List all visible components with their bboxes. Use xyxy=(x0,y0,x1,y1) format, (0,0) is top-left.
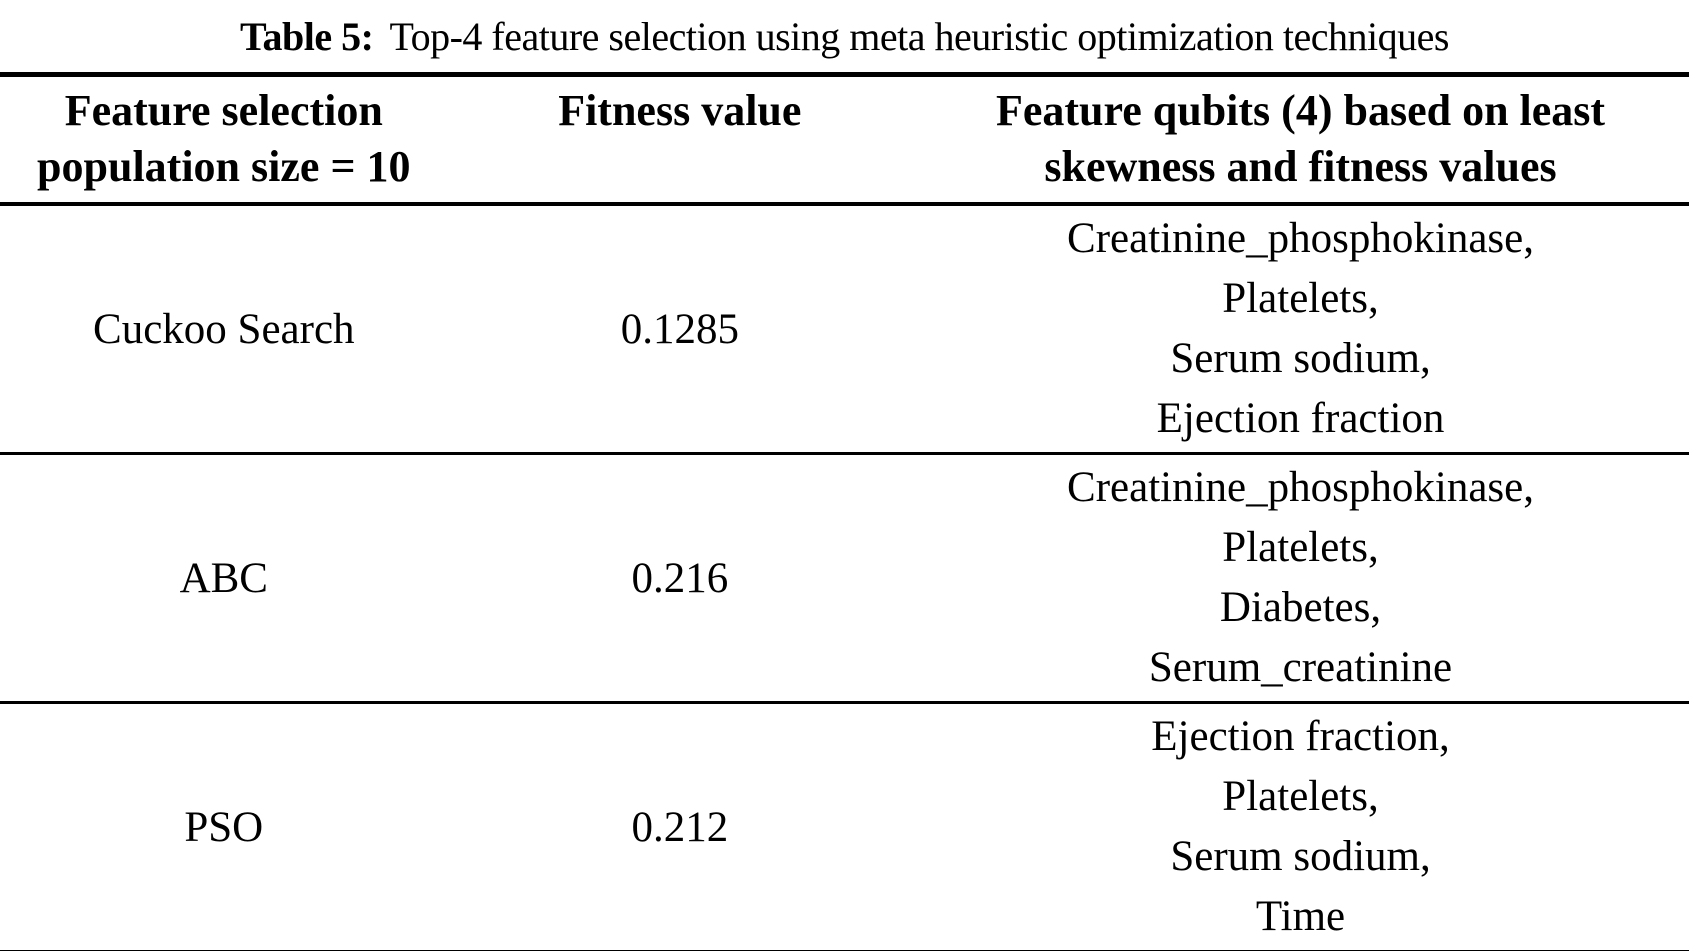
column-header-feature-qubits: Feature qubits (4) based on least skewne… xyxy=(912,74,1689,206)
feature-item: Ejection fraction, xyxy=(1151,713,1450,760)
feature-item: Platelets, xyxy=(1222,275,1379,322)
table-row-pso: PSO 0.212 Ejection fraction, Platelets, … xyxy=(0,703,1689,951)
column-header-line: Feature qubits (4) based on least xyxy=(995,86,1606,135)
cell-method: PSO xyxy=(184,803,264,851)
cell-fitness-value: 0.216 xyxy=(447,453,913,704)
cell-feature-qubits: Creatinine_phosphokinase, Platelets, Dia… xyxy=(912,453,1689,704)
table-caption: Table 5: Top-4 feature selection using m… xyxy=(0,0,1689,72)
column-header-line: Fitness value xyxy=(558,86,802,135)
feature-item: Platelets, xyxy=(1222,773,1379,820)
cell-method: Cuckoo Search xyxy=(0,204,448,455)
feature-item: Serum_creatinine xyxy=(1148,644,1453,691)
table-header-row: Feature selection population size = 10 F… xyxy=(0,74,1689,206)
cell-fitness-value: 0.212 xyxy=(631,803,729,851)
table-caption-text: Top-4 feature selection using meta heuri… xyxy=(389,13,1449,59)
column-header-line: Feature selection xyxy=(64,86,383,135)
table-caption-label: Table 5: xyxy=(240,13,374,59)
feature-item: Diabetes, xyxy=(1219,584,1382,631)
column-header-fitness-value: Fitness value xyxy=(447,74,913,206)
feature-item: Ejection fraction xyxy=(1156,395,1445,442)
column-header-line: population size = 10 xyxy=(37,142,411,191)
cell-feature-qubits: Creatinine_phosphokinase, Platelets, Ser… xyxy=(912,204,1689,455)
cell-fitness-value: 0.1285 xyxy=(447,204,913,455)
feature-item: Platelets, xyxy=(1222,524,1379,571)
feature-item: Creatinine_phosphokinase, xyxy=(1067,215,1534,262)
feature-item: Creatinine_phosphokinase, xyxy=(1067,464,1534,511)
feature-item: Serum sodium, xyxy=(1170,833,1431,880)
column-header-line: skewness and fitness values xyxy=(1044,142,1557,191)
feature-item: Serum sodium, xyxy=(1170,335,1431,382)
table-row-cuckoo-search: Cuckoo Search 0.1285 Creatinine_phosphok… xyxy=(0,204,1689,455)
column-header-feature-selection: Feature selection population size = 10 xyxy=(0,74,448,206)
cell-feature-qubits: Ejection fraction, Platelets, Serum sodi… xyxy=(912,703,1689,951)
feature-selection-table: Feature selection population size = 10 F… xyxy=(0,72,1689,951)
feature-item: Time xyxy=(1255,893,1346,940)
cell-method: ABC xyxy=(0,453,448,704)
table-row-abc: ABC 0.216 Creatinine_phosphokinase, Plat… xyxy=(0,453,1689,704)
